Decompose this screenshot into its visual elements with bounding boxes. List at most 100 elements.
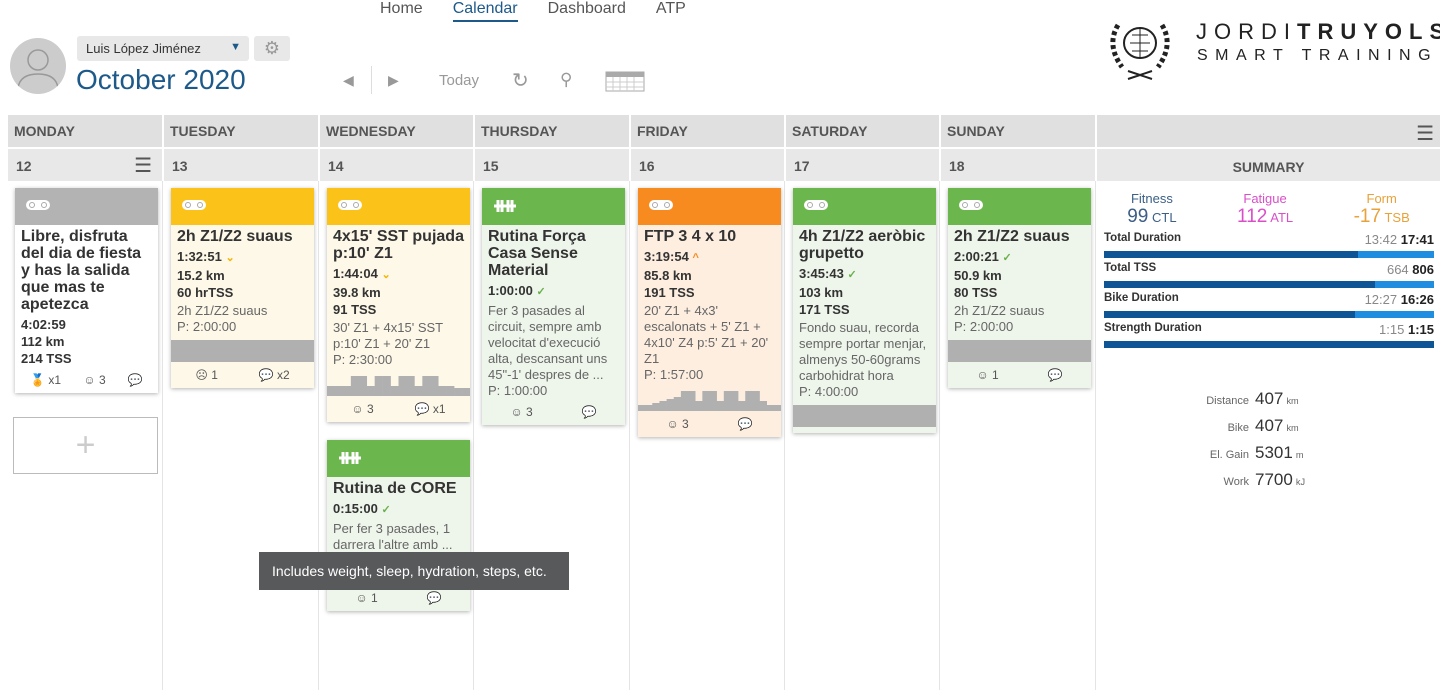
day-column[interactable]: [786, 181, 940, 690]
gear-icon[interactable]: ⚙: [254, 36, 290, 61]
profile-bar: [366, 386, 375, 396]
total-work: Work 7700 kJ: [1097, 470, 1440, 490]
stat-value: 85.8 km: [644, 268, 692, 283]
smile-indicator[interactable]: ☺ 3: [351, 402, 373, 416]
day-number: 16: [631, 149, 785, 181]
profile-bar: [446, 386, 455, 396]
planned-duration: P: 1:57:00: [644, 367, 704, 382]
workout-stat: 4:02:59: [21, 316, 152, 333]
workout-card[interactable]: Rutina de CORE 0:15:00 ✓ Per fer 3 pasades…: [327, 440, 470, 611]
nav-calendar[interactable]: Calendar: [452, 0, 518, 22]
medal-icon: 🏅: [30, 373, 46, 387]
day-column[interactable]: [8, 181, 163, 690]
workout-card[interactable]: Rutina Força Casa Sense Material 1:00:00 …: [482, 188, 625, 425]
day-column[interactable]: [164, 181, 319, 690]
workout-card[interactable]: FTP 3 4 x 10 3:19:54 ^ 85.8 km 191 TSS 20' Z…: [638, 188, 781, 437]
total-unit: km: [1286, 396, 1299, 406]
day-number-text: 17: [794, 158, 810, 174]
comments-indicator[interactable]: 💬: [738, 417, 753, 431]
smile-icon: ☺: [510, 405, 523, 419]
stat-value: 171 TSS: [799, 302, 850, 317]
comments-indicator[interactable]: 💬: [128, 373, 143, 387]
athlete-name: Luis López Jiménez: [86, 41, 201, 56]
today-button[interactable]: Today: [439, 72, 480, 89]
day-header-thursday: THURSDAY: [475, 115, 630, 147]
workout-card[interactable]: 4x15' SST pujada p:10' Z1 1:44:04 ⌄ 39.8 k…: [327, 188, 470, 422]
progress-bar: [1104, 311, 1434, 318]
fitness-unit: CTL: [1152, 210, 1177, 225]
workout-title: 4h Z1/Z2 aeròbic grupetto: [799, 228, 926, 262]
total-label: Bike: [1227, 422, 1249, 434]
menu-icon[interactable]: ☰: [134, 155, 152, 177]
nav-home[interactable]: Home: [380, 0, 423, 17]
nav-atp[interactable]: ATP: [655, 0, 686, 17]
strength-icon: [327, 440, 470, 477]
workout-stat: 3:19:54 ^: [644, 248, 775, 267]
profile-bar: [334, 386, 344, 396]
avatar[interactable]: [10, 38, 66, 94]
smile-indicator[interactable]: ☺ 3: [510, 405, 532, 419]
stat-value: 191 TSS: [644, 285, 695, 300]
workout-card[interactable]: 2h Z1/Z2 suaus 2:00:21 ✓ 50.9 km 80 TSS 2h Z…: [948, 188, 1091, 388]
profile-bar: [342, 386, 352, 396]
profile-bar: [766, 405, 775, 411]
comments-indicator[interactable]: 💬: [582, 405, 597, 419]
chevron-down-icon: ⌄: [225, 252, 235, 264]
planned-value: 1:15: [1407, 322, 1434, 337]
prev-week-icon[interactable]: ◀: [343, 72, 354, 88]
athlete-selector[interactable]: Luis López Jiménez ▼: [77, 36, 249, 61]
stat-value: 103 km: [799, 285, 844, 300]
smile-indicator[interactable]: ☺ 3: [666, 417, 688, 431]
day-column[interactable]: [941, 181, 1096, 690]
sad-icon: ☹: [195, 368, 208, 382]
day-number-text: 13: [172, 158, 188, 174]
profile-bar: [752, 391, 760, 411]
profile-bar: [709, 391, 717, 411]
add-workout-button[interactable]: +: [13, 417, 158, 474]
workout-stat: 85.8 km: [644, 267, 775, 284]
workout-card[interactable]: 4h Z1/Z2 aeròbic grupetto 3:45:43 ✓ 103 km…: [793, 188, 936, 433]
stat-value: 39.8 km: [333, 285, 381, 300]
smile-indicator[interactable]: ☺ 1: [355, 591, 377, 605]
chevron-up-icon: ^: [692, 252, 699, 264]
next-week-icon[interactable]: ▶: [388, 72, 399, 88]
total-label: El. Gain: [1209, 449, 1249, 461]
comments-icon: 💬: [426, 591, 442, 605]
day-number: 14: [320, 149, 474, 181]
comments-icon: 💬: [127, 373, 143, 387]
refresh-icon[interactable]: ↻: [512, 70, 529, 92]
total-unit: kJ: [1295, 477, 1306, 487]
workout-card[interactable]: Libre, disfruta del dia de fiesta y has …: [15, 188, 158, 393]
profile-bar: [638, 405, 646, 411]
day-column[interactable]: [475, 181, 630, 690]
comments-indicator[interactable]: 💬: [427, 591, 442, 605]
indicator-count: 1: [211, 368, 218, 382]
nav-dashboard[interactable]: Dashboard: [547, 0, 626, 17]
tooltip: Includes weight, sleep, hydration, steps…: [259, 552, 569, 590]
stat-value: 3:45:43: [799, 266, 844, 281]
day-column[interactable]: [631, 181, 785, 690]
smile-indicator[interactable]: ☺ 1: [976, 368, 998, 382]
smile-indicator[interactable]: ☺ 3: [83, 373, 105, 387]
medal-indicator[interactable]: 🏅 x1: [30, 373, 61, 387]
logo-text-jordi: JORDI: [1196, 19, 1297, 44]
planned-duration: P: 2:00:00: [177, 319, 237, 334]
day-column[interactable]: [320, 181, 474, 690]
day-header-friday: FRIDAY: [631, 115, 785, 147]
workout-card[interactable]: 2h Z1/Z2 suaus 1:32:51 ⌄ 15.2 km 60 hrTSS 2h…: [171, 188, 314, 388]
sad-indicator[interactable]: ☹ 1: [195, 368, 218, 382]
profile-bar: [374, 376, 383, 396]
comments-indicator[interactable]: 💬 x1: [415, 402, 446, 416]
comments-indicator[interactable]: 💬 x2: [259, 368, 290, 382]
workout-title: FTP 3 4 x 10: [644, 228, 737, 245]
day-number-text: 14: [328, 158, 344, 174]
comments-indicator[interactable]: 💬: [1048, 368, 1063, 382]
profile-bar: [723, 391, 732, 411]
menu-icon[interactable]: ☰: [1416, 123, 1434, 145]
smile-icon: ☺: [976, 368, 989, 382]
stat-value: 0:15:00: [333, 501, 378, 516]
search-icon[interactable]: ⚲: [560, 70, 573, 89]
indicator-count: x1: [48, 373, 62, 387]
workout-stat: 39.8 km: [333, 284, 464, 301]
calendar-icon[interactable]: [605, 68, 645, 92]
